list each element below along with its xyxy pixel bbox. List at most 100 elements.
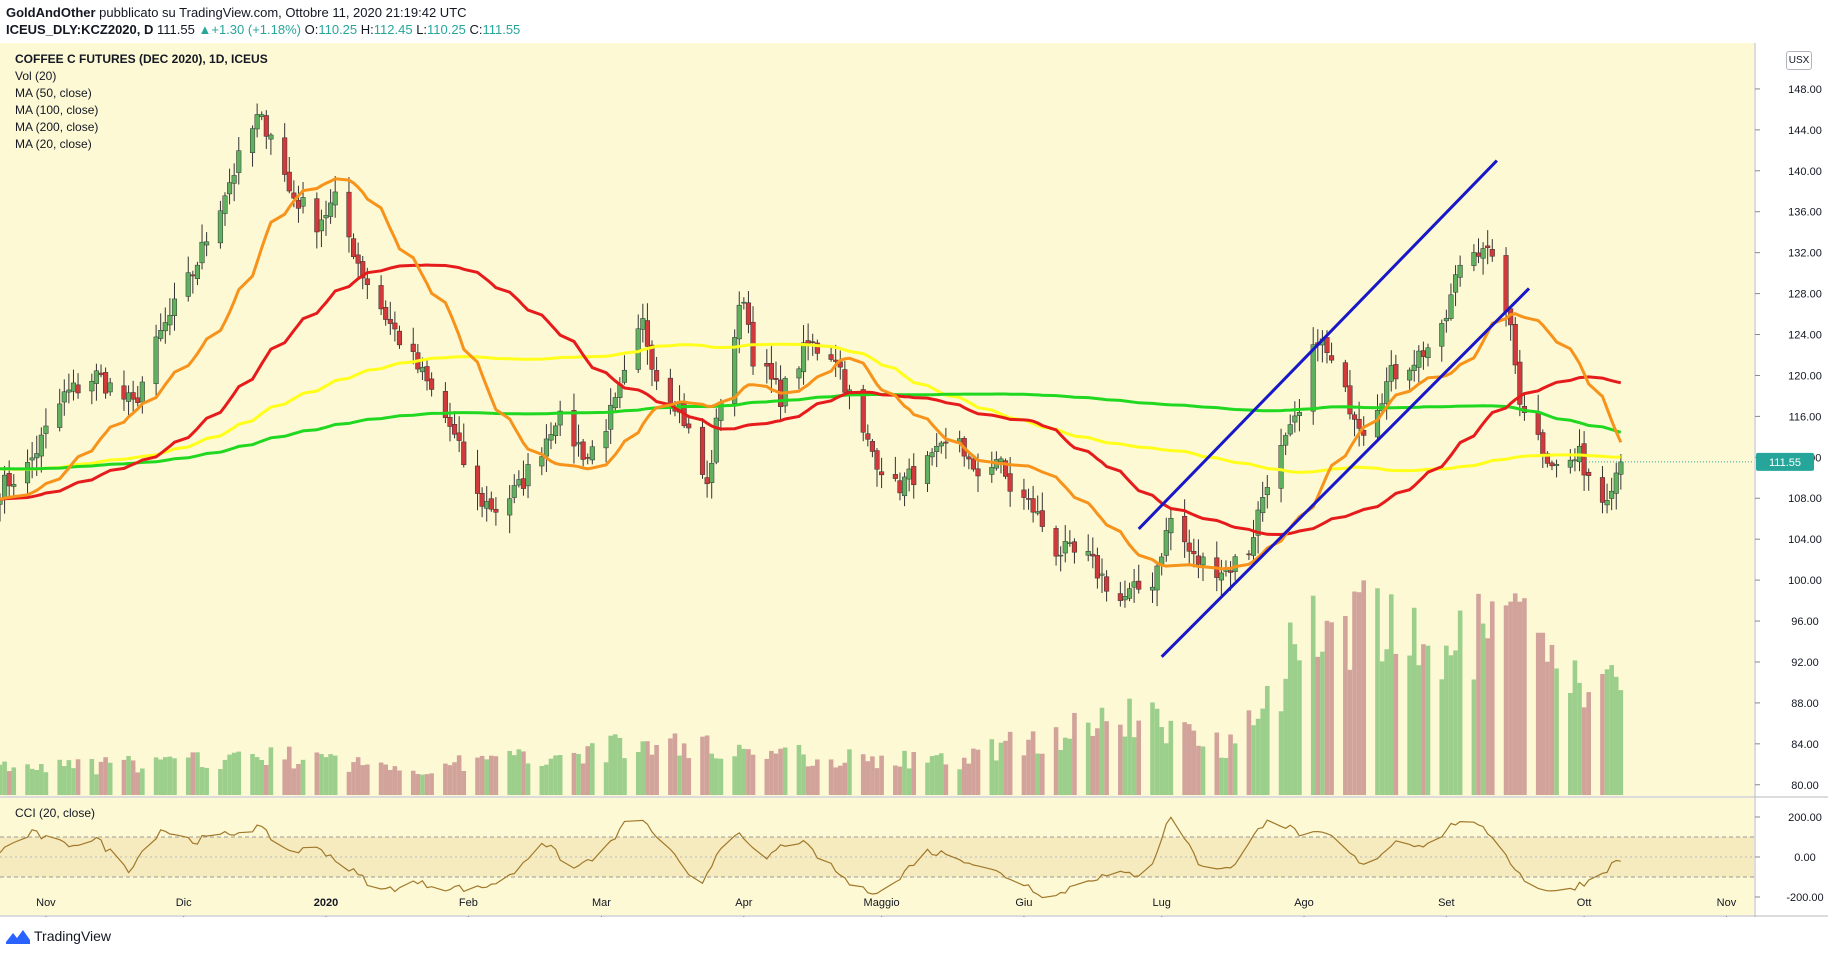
candle-body: [217, 210, 223, 244]
legend-ma20[interactable]: MA (20, close): [15, 137, 92, 151]
volume-bar: [649, 754, 655, 795]
candle-body: [865, 433, 871, 440]
candle-body: [649, 344, 655, 370]
legend-vol[interactable]: Vol (20): [15, 69, 57, 83]
time-tick-label: Nov: [1717, 897, 1737, 909]
volume-bar: [328, 754, 333, 795]
candle-body: [1292, 415, 1298, 423]
candle-body: [1544, 453, 1550, 464]
volume-bar: [1347, 669, 1353, 795]
candle-body: [1604, 500, 1610, 506]
candle-body: [1517, 361, 1523, 405]
candle-body: [1411, 364, 1417, 372]
time-tick-label: Ott: [1577, 897, 1592, 909]
price-tick-label: 100.00: [1788, 575, 1822, 587]
volume-bar: [1182, 722, 1187, 795]
candle-body: [93, 370, 99, 384]
candle-body: [1618, 461, 1624, 475]
candle-body: [897, 480, 903, 494]
volume-bar: [1292, 644, 1298, 795]
legend-cci[interactable]: CCI (20, close): [15, 806, 96, 820]
candle-body: [943, 441, 949, 444]
price-scale-bg[interactable]: [1754, 43, 1828, 917]
legend-ma100[interactable]: MA (100, close): [15, 103, 99, 117]
time-axis[interactable]: Nov Dic 2020 Feb Mar Apr Maggio Giu Lug Ago Set Ott…: [36, 897, 1737, 917]
last-price-marker: 111.55: [1580, 452, 1814, 471]
candle-body: [75, 384, 81, 394]
volume-bar: [415, 773, 421, 795]
volume-bar: [966, 763, 972, 795]
candle-body: [231, 175, 237, 184]
volume-bar: [746, 749, 751, 795]
volume-bar: [332, 755, 338, 795]
volume-bar: [879, 755, 884, 795]
volume-bar: [971, 748, 976, 795]
candle-body: [429, 378, 435, 390]
volume-bar: [773, 753, 779, 795]
volume-bar: [635, 751, 641, 795]
candle-body: [1535, 411, 1541, 435]
volume-bar: [420, 774, 425, 795]
tradingview-logo-icon[interactable]: [6, 928, 30, 949]
volume-bar: [700, 736, 705, 795]
candle-body: [442, 391, 448, 418]
candle-body: [130, 392, 136, 400]
volume-bar: [893, 765, 898, 795]
candle-body: [585, 457, 591, 459]
volume-bar: [911, 752, 917, 795]
candle-body: [1296, 412, 1302, 416]
candle-body: [456, 432, 462, 441]
volume-bar: [580, 763, 586, 795]
candle-body: [842, 369, 848, 393]
candle-body: [346, 191, 352, 238]
volume-bar: [1228, 734, 1233, 795]
price-tick-label: 136.00: [1788, 207, 1822, 219]
candle-body: [1572, 459, 1578, 462]
currency-badge[interactable]: USX: [1786, 51, 1812, 70]
candle-body: [185, 272, 191, 297]
candle-body: [227, 182, 233, 195]
candle-body: [1131, 581, 1137, 588]
candle-body: [507, 498, 513, 516]
volume-bar: [1388, 594, 1394, 795]
volume-bar: [1457, 610, 1463, 795]
price-tick-label: 148.00: [1788, 84, 1822, 96]
candle-body: [1218, 572, 1224, 581]
volume-bar: [1223, 757, 1229, 795]
legend-title[interactable]: COFFEE C FUTURES (DEC 2020), 1D, ICEUS: [15, 52, 268, 66]
volume-bar: [1600, 673, 1605, 795]
volume-bar: [1085, 722, 1091, 795]
low-label: L:: [416, 22, 428, 37]
trend-channel[interactable]: [1137, 159, 1531, 658]
candle-body: [29, 457, 35, 461]
candle-body: [1489, 249, 1495, 257]
volume-bar: [1361, 580, 1367, 795]
volume-bar: [387, 770, 393, 795]
candle-body: [474, 465, 481, 494]
time-tick-label: 2020: [314, 897, 338, 909]
candle-body: [874, 450, 880, 470]
volume-bar: [548, 758, 554, 795]
candle-body: [1191, 550, 1197, 555]
legend-ma50[interactable]: MA (50, close): [15, 86, 92, 100]
candle-body: [1126, 588, 1133, 599]
volume-bar: [1586, 692, 1592, 795]
candle-body: [768, 363, 774, 380]
candle-body: [268, 134, 274, 140]
tradingview-brand[interactable]: TradingView: [34, 928, 112, 944]
published-text: pubblicato su TradingView.com, Ottobre 1…: [99, 5, 467, 20]
price-chart[interactable]: 80.00 84.00 88.00 92.00 96.00 100.00 104.00 108…: [0, 43, 1828, 917]
volume-bar: [1283, 678, 1288, 795]
author-name[interactable]: GoldAndOther: [6, 5, 96, 20]
candle-body: [1250, 537, 1257, 556]
price-tick-label: 84.00: [1791, 739, 1819, 751]
candle-body: [1168, 517, 1174, 534]
volume-bar: [1150, 702, 1155, 795]
volume-bar: [94, 774, 99, 795]
symbol-label[interactable]: ICEUS_DLY:KCZ2020, D: [6, 22, 154, 37]
candle-body: [713, 417, 719, 463]
legend-ma200[interactable]: MA (200, close): [15, 120, 99, 134]
candle-body: [328, 202, 334, 217]
candle-body: [24, 462, 31, 484]
candle-body: [1361, 430, 1367, 436]
